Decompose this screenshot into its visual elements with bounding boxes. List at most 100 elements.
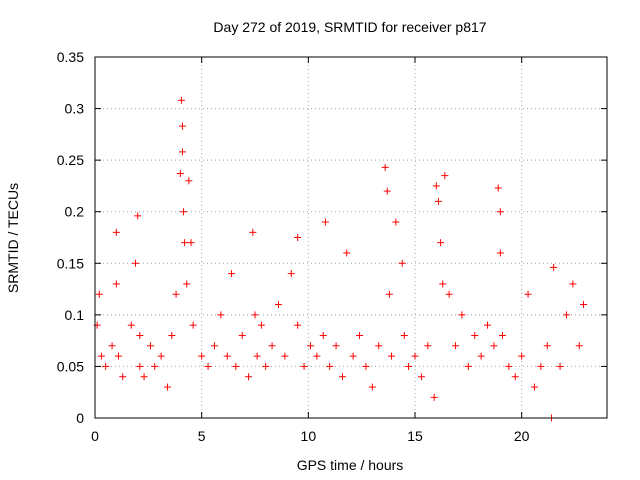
data-point: [562, 311, 570, 319]
data-point: [228, 270, 236, 278]
data-point: [134, 212, 142, 220]
y-tick-label: 0.3: [65, 101, 85, 117]
data-point: [223, 352, 231, 360]
data-point: [157, 352, 165, 360]
data-point: [484, 321, 492, 329]
data-point: [498, 331, 506, 339]
y-tick-label: 0.25: [57, 152, 84, 168]
data-point: [112, 280, 120, 288]
data-point: [543, 342, 551, 350]
data-point: [181, 239, 189, 247]
data-point: [445, 290, 453, 298]
data-point: [102, 362, 110, 370]
data-point: [274, 301, 282, 309]
y-axis-label: SRMTID / TECUs: [5, 183, 21, 293]
y-tick-label: 0.1: [65, 307, 85, 323]
x-tick-label: 5: [198, 428, 206, 444]
data-point: [198, 352, 206, 360]
data-point: [471, 331, 479, 339]
data-point: [300, 362, 308, 370]
data-point: [185, 177, 193, 185]
data-point: [140, 373, 148, 381]
x-axis-label: GPS time / hours: [297, 457, 404, 473]
data-point: [321, 218, 329, 226]
data-point: [477, 352, 485, 360]
data-point: [505, 362, 513, 370]
y-tick-label: 0: [76, 410, 84, 426]
data-point: [306, 342, 314, 350]
data-point: [249, 228, 257, 236]
data-points: [93, 96, 588, 422]
data-point: [136, 331, 144, 339]
data-point: [326, 362, 334, 370]
y-tick-label: 0.15: [57, 255, 84, 271]
data-point: [398, 259, 406, 267]
data-point: [172, 290, 180, 298]
data-point: [257, 321, 265, 329]
data-point: [437, 239, 445, 247]
data-point: [319, 331, 327, 339]
data-point: [518, 352, 526, 360]
data-point: [112, 228, 120, 236]
data-point: [530, 383, 538, 391]
data-point: [490, 342, 498, 350]
data-point: [108, 342, 116, 350]
data-point: [187, 239, 195, 247]
data-point: [177, 96, 185, 104]
data-point: [253, 352, 261, 360]
data-point: [136, 362, 144, 370]
data-point: [189, 321, 197, 329]
data-point: [168, 331, 176, 339]
data-point: [127, 321, 135, 329]
data-point: [362, 362, 370, 370]
x-tick-label: 0: [91, 428, 99, 444]
data-point: [439, 280, 447, 288]
data-point: [432, 182, 440, 190]
data-point: [343, 249, 351, 257]
data-point: [556, 362, 564, 370]
data-point: [313, 352, 321, 360]
data-point: [245, 373, 253, 381]
data-point: [238, 331, 246, 339]
data-point: [232, 362, 240, 370]
data-point: [424, 342, 432, 350]
data-point: [176, 170, 184, 178]
data-point: [204, 362, 212, 370]
axis-ticks: [94, 56, 607, 419]
data-point: [383, 187, 391, 195]
data-point: [338, 373, 346, 381]
data-point: [151, 362, 159, 370]
data-point: [524, 290, 532, 298]
x-tick-label: 20: [514, 428, 530, 444]
data-point: [464, 362, 472, 370]
data-point: [496, 208, 504, 216]
data-point: [381, 163, 389, 171]
y-tick-label: 0.05: [57, 358, 84, 374]
data-point: [95, 290, 103, 298]
y-tick-label: 0.2: [65, 204, 85, 220]
data-point: [119, 373, 127, 381]
data-point: [178, 122, 186, 130]
y-tick-label: 0.35: [57, 49, 84, 65]
data-point: [550, 263, 558, 271]
data-point: [210, 342, 218, 350]
data-point: [417, 373, 425, 381]
data-point: [569, 280, 577, 288]
data-point: [375, 342, 383, 350]
data-point: [580, 301, 588, 309]
data-point: [146, 342, 154, 350]
data-point: [164, 383, 172, 391]
data-point: [114, 352, 122, 360]
data-point: [294, 234, 302, 241]
data-point: [511, 373, 519, 381]
data-point: [385, 290, 393, 298]
data-point: [332, 342, 340, 350]
data-point: [178, 148, 186, 156]
x-tick-label: 15: [407, 428, 423, 444]
data-point: [430, 393, 438, 401]
data-point: [575, 342, 583, 350]
data-point: [496, 249, 504, 257]
data-point: [458, 311, 466, 319]
data-point: [537, 362, 545, 370]
